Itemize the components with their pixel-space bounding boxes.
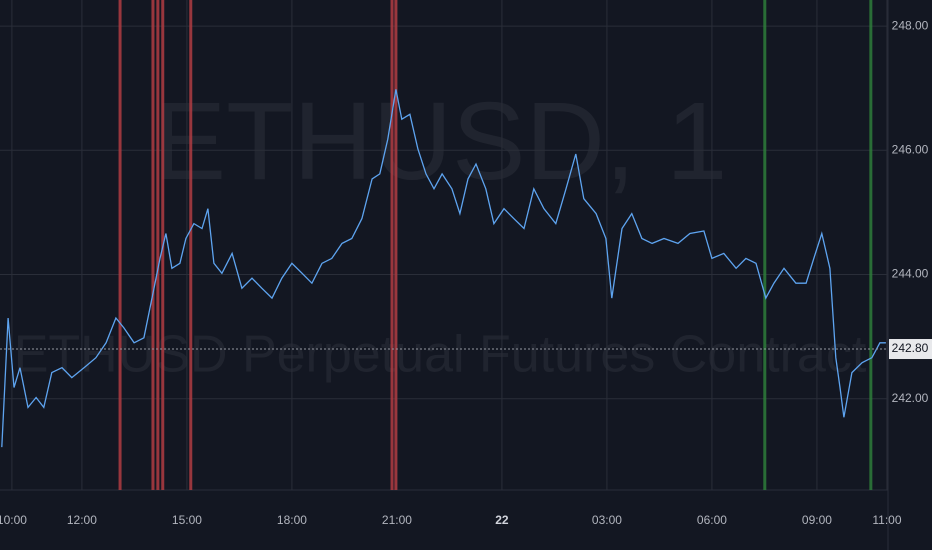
last-price-label: 242.80: [892, 341, 929, 355]
y-tick-label: 246.00: [892, 142, 929, 156]
watermark: ETHUSD, 1: [153, 80, 728, 203]
plot-area: [1, 0, 886, 490]
x-tick-label: 21:00: [382, 513, 412, 527]
x-tick-label: 12:00: [67, 513, 97, 527]
x-tick-label: 22: [495, 513, 509, 527]
x-tick-label: 06:00: [697, 513, 727, 527]
x-tick-label: 03:00: [592, 513, 622, 527]
y-tick-label: 248.00: [892, 18, 929, 32]
y-tick-label: 244.00: [892, 267, 929, 281]
x-tick-label: 18:00: [277, 513, 307, 527]
y-tick-label: 242.00: [892, 391, 929, 405]
x-tick-label: 15:00: [172, 513, 202, 527]
x-tick-label: 10:00: [0, 513, 27, 527]
price-line: [1, 89, 886, 448]
watermark-subtitle: ETHUSD Perpetual Futures Contract: [14, 326, 867, 384]
x-tick-label: 11:00: [872, 513, 901, 527]
last-price-box: [889, 339, 932, 360]
x-tick-label: 09:00: [802, 513, 832, 527]
